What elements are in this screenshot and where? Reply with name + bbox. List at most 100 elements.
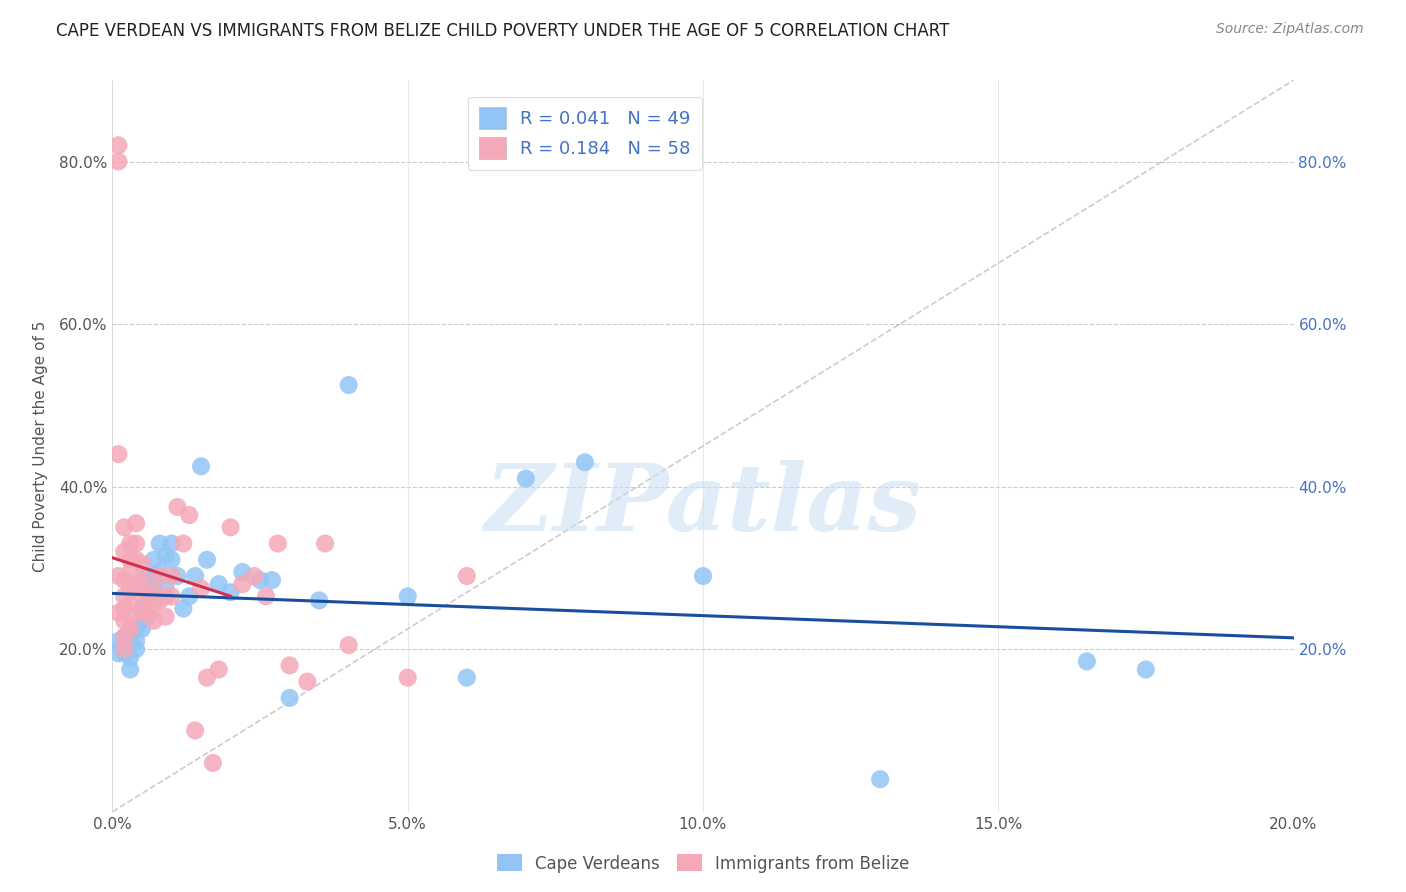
Point <box>125 577 148 591</box>
Point <box>160 536 183 550</box>
Point <box>260 573 283 587</box>
Point <box>278 658 301 673</box>
Point <box>142 569 165 583</box>
Point <box>120 598 142 612</box>
Point <box>107 646 129 660</box>
Point <box>149 536 172 550</box>
Point <box>142 581 165 595</box>
Point <box>219 520 242 534</box>
Point <box>112 544 135 558</box>
Point <box>337 638 360 652</box>
Legend: R = 0.041   N = 49, R = 0.184   N = 58: R = 0.041 N = 49, R = 0.184 N = 58 <box>468 96 702 169</box>
Point <box>136 590 159 604</box>
Point <box>120 609 142 624</box>
Point <box>125 553 148 567</box>
Point <box>112 646 135 660</box>
Point <box>120 650 142 665</box>
Point <box>112 630 135 644</box>
Point <box>131 573 153 587</box>
Text: Source: ZipAtlas.com: Source: ZipAtlas.com <box>1216 22 1364 37</box>
Point <box>131 601 153 615</box>
Point <box>195 671 218 685</box>
Point <box>208 663 231 677</box>
Point <box>107 606 129 620</box>
Point <box>131 606 153 620</box>
Point <box>112 601 135 615</box>
Point <box>179 508 201 522</box>
Point <box>142 614 165 628</box>
Legend: Cape Verdeans, Immigrants from Belize: Cape Verdeans, Immigrants from Belize <box>491 847 915 880</box>
Point <box>231 577 253 591</box>
Point <box>160 569 183 583</box>
Point <box>131 622 153 636</box>
Point <box>112 520 135 534</box>
Point <box>125 536 148 550</box>
Point <box>131 590 153 604</box>
Point <box>249 573 271 587</box>
Point <box>231 565 253 579</box>
Point <box>131 557 153 571</box>
Point <box>1076 654 1098 668</box>
Point <box>142 598 165 612</box>
Point <box>267 536 290 550</box>
Point <box>136 606 159 620</box>
Point <box>107 154 129 169</box>
Point <box>136 569 159 583</box>
Point <box>112 573 135 587</box>
Point <box>136 590 159 604</box>
Point <box>136 609 159 624</box>
Point <box>120 536 142 550</box>
Point <box>166 500 188 514</box>
Point <box>243 569 266 583</box>
Text: CAPE VERDEAN VS IMMIGRANTS FROM BELIZE CHILD POVERTY UNDER THE AGE OF 5 CORRELAT: CAPE VERDEAN VS IMMIGRANTS FROM BELIZE C… <box>56 22 949 40</box>
Point <box>120 581 142 595</box>
Point <box>120 622 142 636</box>
Point <box>120 565 142 579</box>
Point <box>219 585 242 599</box>
Point <box>149 569 172 583</box>
Point <box>166 569 188 583</box>
Point <box>155 609 177 624</box>
Point <box>190 459 212 474</box>
Point <box>869 772 891 787</box>
Point <box>456 569 478 583</box>
Point <box>155 590 177 604</box>
Point <box>125 642 148 657</box>
Point <box>515 471 537 485</box>
Point <box>112 642 135 657</box>
Point <box>120 634 142 648</box>
Point <box>149 565 172 579</box>
Point <box>155 549 177 563</box>
Point <box>184 723 207 738</box>
Point <box>172 536 194 550</box>
Point <box>1135 663 1157 677</box>
Point <box>190 581 212 595</box>
Point <box>120 663 142 677</box>
Point <box>112 630 135 644</box>
Point <box>208 577 231 591</box>
Point <box>142 553 165 567</box>
Point <box>278 690 301 705</box>
Point <box>201 756 224 770</box>
Point <box>107 634 129 648</box>
Point <box>456 671 478 685</box>
Point <box>254 590 277 604</box>
Point <box>179 590 201 604</box>
Point <box>112 590 135 604</box>
Point <box>125 622 148 636</box>
Point <box>160 553 183 567</box>
Y-axis label: Child Poverty Under the Age of 5: Child Poverty Under the Age of 5 <box>32 320 48 572</box>
Point <box>107 138 129 153</box>
Point <box>120 553 142 567</box>
Text: ZIPatlas: ZIPatlas <box>485 459 921 549</box>
Point <box>396 671 419 685</box>
Point <box>142 585 165 599</box>
Point <box>297 674 319 689</box>
Point <box>120 622 142 636</box>
Point <box>692 569 714 583</box>
Point <box>396 590 419 604</box>
Point <box>172 601 194 615</box>
Point <box>195 553 218 567</box>
Point <box>314 536 336 550</box>
Point <box>131 614 153 628</box>
